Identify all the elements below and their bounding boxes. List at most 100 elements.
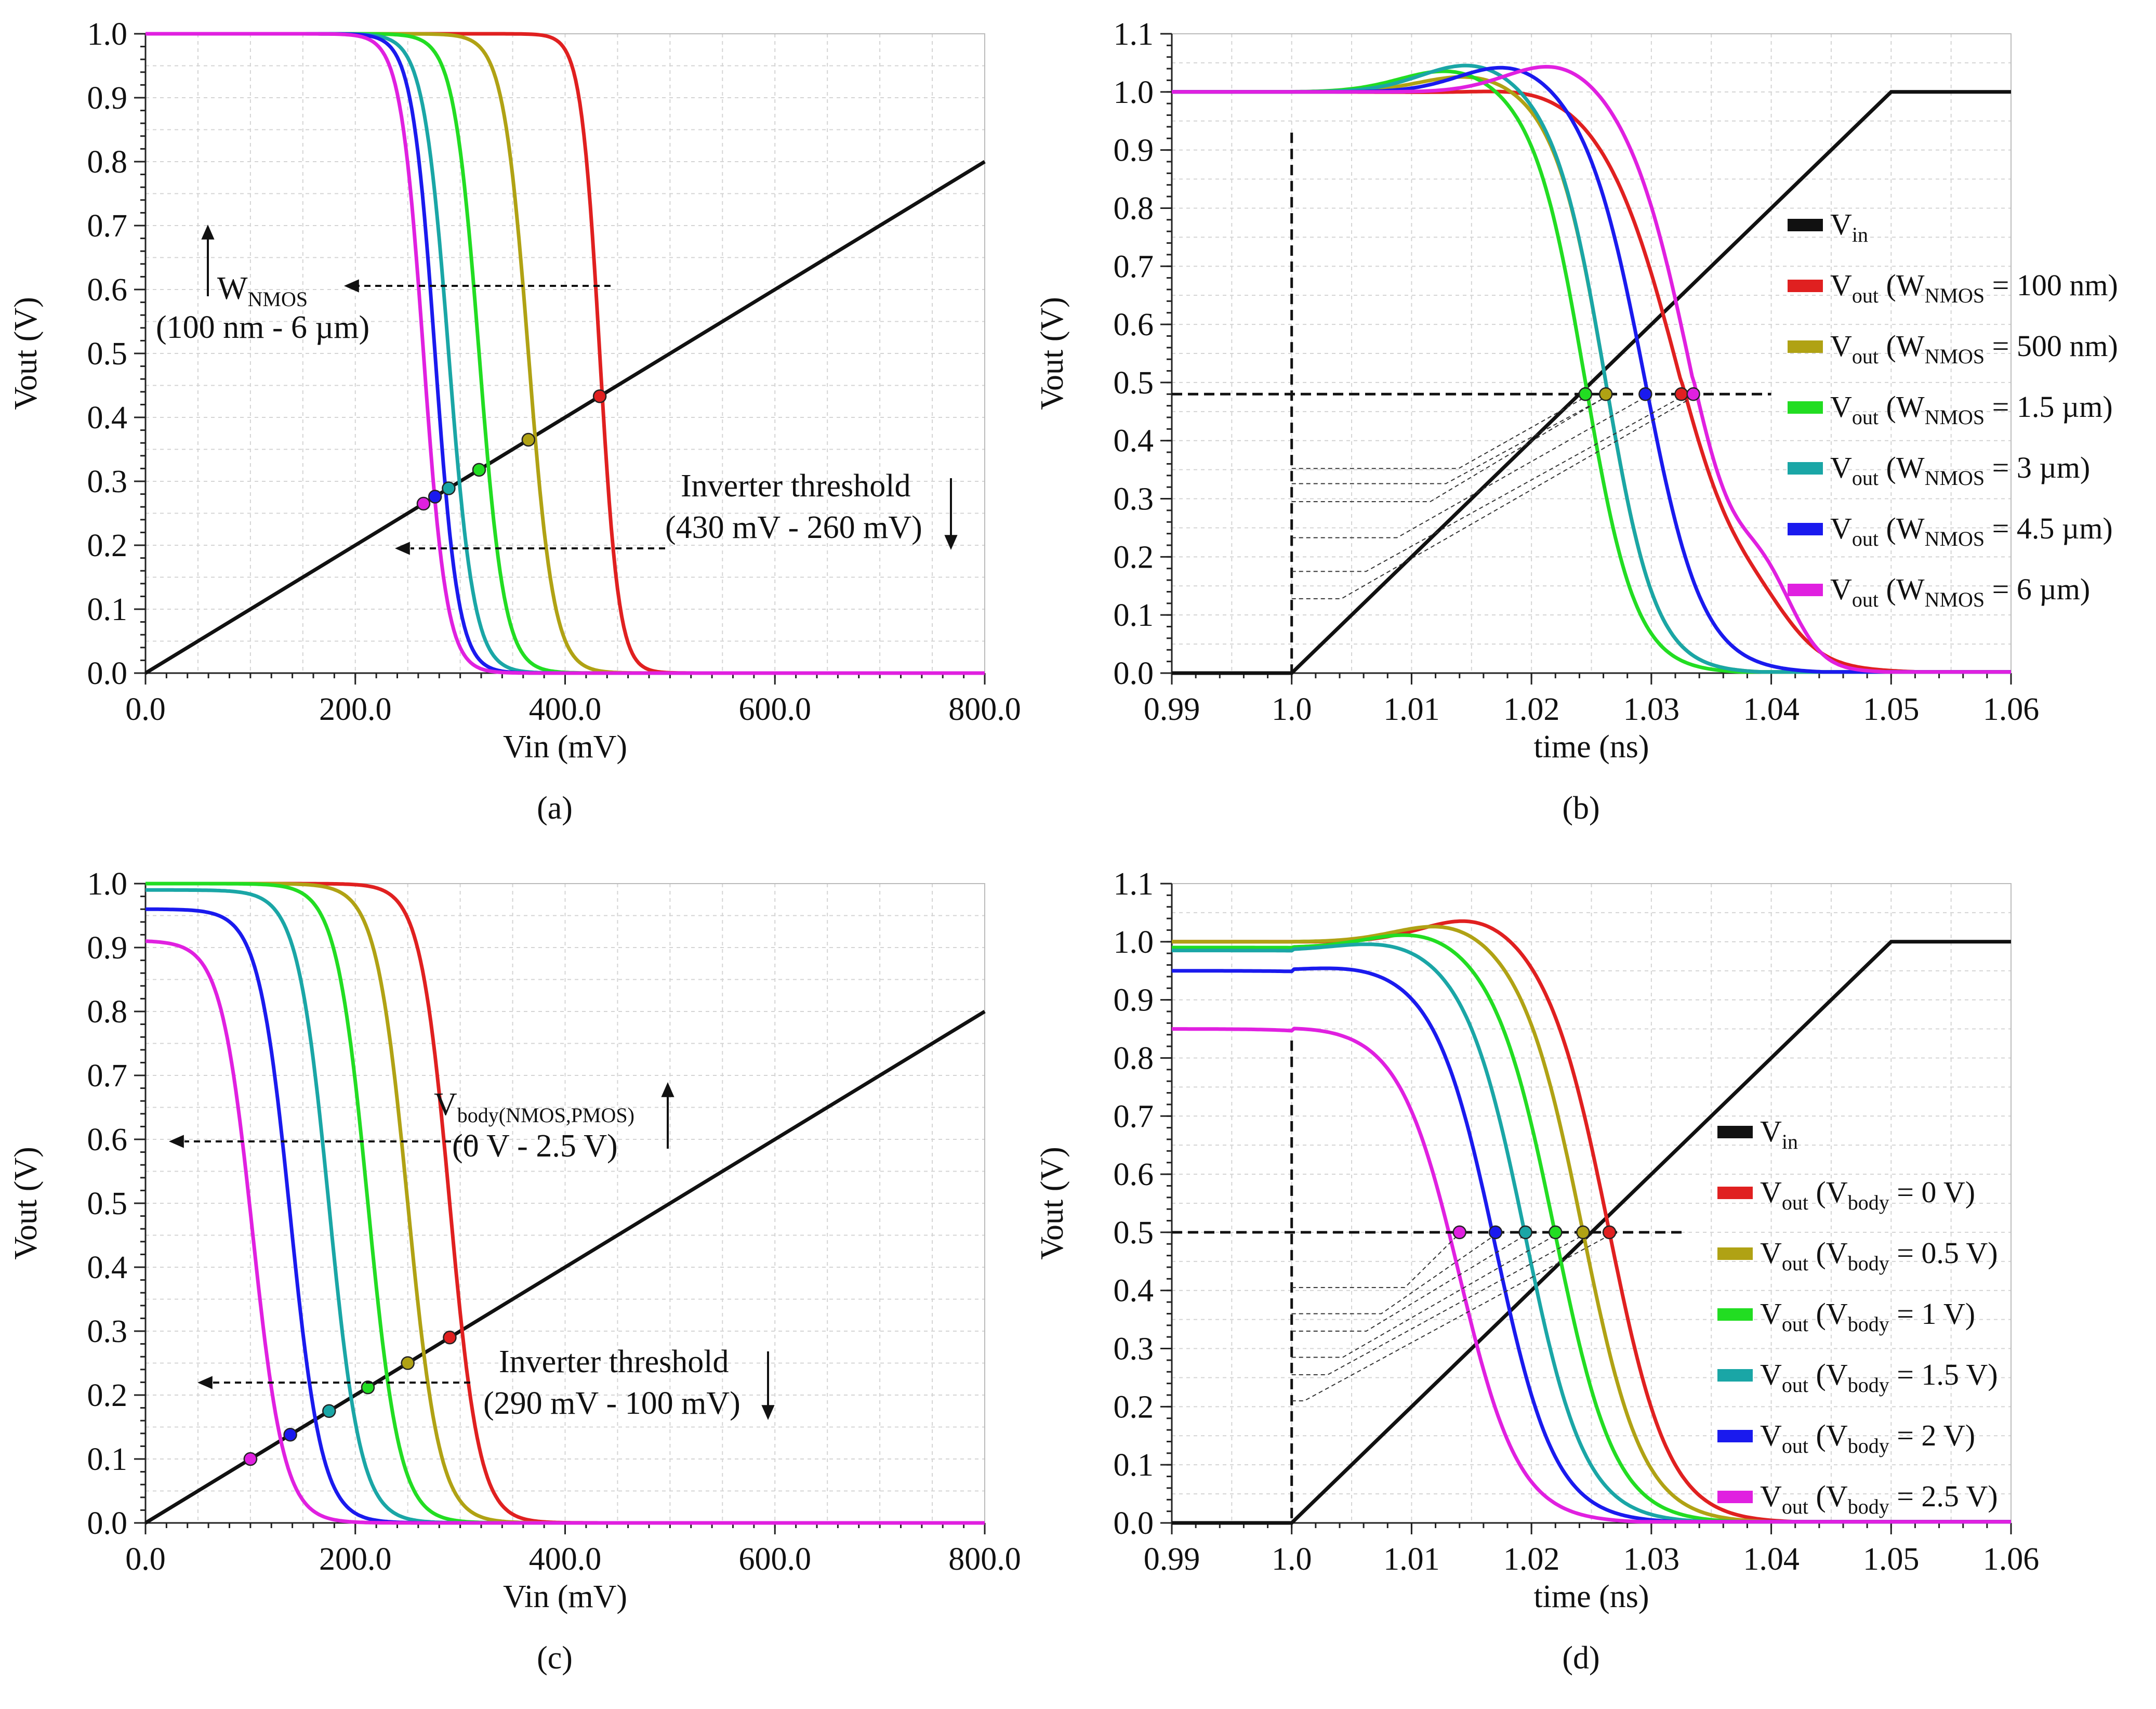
series-group <box>1172 63 2011 675</box>
y-tick-label: 0.1 <box>87 1442 128 1477</box>
threshold-title: Inverter threshold <box>499 1344 729 1379</box>
x-tick-label: 1.03 <box>1623 1542 1680 1577</box>
y-axis-title: Vout (V) <box>1035 1147 1070 1260</box>
series-line-6 <box>1172 64 2011 674</box>
y-tick-label: 0.2 <box>1114 540 1154 575</box>
y-tick-label: 0.7 <box>87 1058 128 1094</box>
y-tick-label: 0.4 <box>1114 1273 1154 1309</box>
crossing-marker <box>1576 1225 1590 1240</box>
y-tick-label: 0.7 <box>1114 249 1154 284</box>
crossing-marker <box>1638 387 1652 401</box>
crossing-marker <box>1674 387 1688 401</box>
y-tick-label: 1.0 <box>87 866 128 902</box>
crossing-marker <box>283 1428 297 1442</box>
y-tick-label: 0.2 <box>1114 1389 1154 1425</box>
legend-label: Vout (Vbody = 1 V) <box>1760 1297 1975 1336</box>
x-tick-label: 1.02 <box>1503 1542 1560 1577</box>
panel-c: 0.0 200.0 400.0 600.0 800.0 0.0 0.1 0.2 0.3 0.4 0.… <box>8 866 1021 1676</box>
threshold-down-arrowhead <box>761 1405 775 1420</box>
y-tick-label: 0.3 <box>1114 482 1154 517</box>
y-tick-label: 0.0 <box>87 656 128 691</box>
panel-b: 0.99 1.0 1.01 1.02 1.03 1.04 1.05 1.06 0.0 0.1 0.2… <box>1035 17 2118 826</box>
delay-guide-line <box>1291 1237 1606 1402</box>
y-tick-label: 0.3 <box>87 464 128 499</box>
y-tick-label: 0.6 <box>87 1122 128 1158</box>
param-shift-arrowhead <box>169 1135 184 1148</box>
delay-guide-line <box>1291 399 1690 599</box>
y-tick-label: 0.4 <box>87 1250 128 1285</box>
panel-d: 0.99 1.0 1.01 1.02 1.03 1.04 1.05 1.06 0.0 0.1 0.2… <box>1035 866 2039 1676</box>
legend-label: Vout (Vbody = 2.5 V) <box>1760 1479 1998 1518</box>
param-label: Vbody(NMOS,PMOS) <box>434 1087 634 1127</box>
y-tick-label: 1.1 <box>1114 17 1154 52</box>
series-line-6 <box>146 32 985 675</box>
crossing-marker <box>1598 387 1613 401</box>
delay-guide-line <box>1291 399 1602 503</box>
vin-reference-line <box>144 160 986 675</box>
y-axis-title: Vout (V) <box>8 1147 44 1260</box>
crossing-marker <box>243 1452 258 1466</box>
param-up-arrowhead <box>661 1082 674 1097</box>
y-tick-label: 0.9 <box>1114 983 1154 1018</box>
x-tick-label: 1.01 <box>1383 692 1440 727</box>
threshold-down-arrowhead <box>944 535 958 550</box>
delay-guide-line <box>1291 1237 1492 1314</box>
crossing-marker <box>472 463 486 477</box>
threshold-title: Inverter threshold <box>681 468 910 504</box>
legend-label: Vout (WNMOS = 100 nm) <box>1830 268 2118 307</box>
x-tick-label: 400.0 <box>529 1542 602 1577</box>
legend-swatch <box>1717 1369 1753 1382</box>
crossing-marker <box>1518 1225 1532 1240</box>
x-axis-title: time (ns) <box>1533 729 1649 765</box>
x-tick-label: 1.05 <box>1863 692 1920 727</box>
series-group <box>1171 919 2011 1525</box>
x-tick-label: 1.04 <box>1743 1542 1800 1577</box>
y-tick-label: 0.9 <box>87 81 128 116</box>
panel-label: (b) <box>1562 791 1599 826</box>
delay-guide-line <box>1291 399 1678 572</box>
param-up-arrowhead <box>201 225 215 240</box>
x-tick-label: 0.99 <box>1144 1542 1200 1577</box>
legend-swatch <box>1788 401 1823 414</box>
legend-swatch <box>1717 1247 1753 1260</box>
panel-label: (d) <box>1562 1640 1599 1676</box>
legend-swatch <box>1788 584 1823 596</box>
legend-swatch <box>1788 340 1823 353</box>
legend-label: Vout (WNMOS = 3 µm) <box>1830 451 2090 490</box>
y-tick-label: 0.8 <box>87 994 128 1030</box>
y-tick-label: 0.1 <box>87 592 128 627</box>
legend-label: Vout (WNMOS = 500 nm) <box>1830 329 2118 368</box>
crossing-marker <box>443 1331 457 1345</box>
y-tick-label: 0.6 <box>1114 307 1154 343</box>
crossing-marker <box>521 432 536 447</box>
y-tick-label: 0.7 <box>1114 1099 1154 1134</box>
x-tick-label: 200.0 <box>319 1542 392 1577</box>
threshold-range: (290 mV - 100 mV) <box>483 1386 740 1421</box>
crossing-marker <box>592 389 607 403</box>
delay-guide-line <box>1291 1237 1552 1358</box>
x-tick-label: 600.0 <box>739 692 812 727</box>
y-tick-label: 0.4 <box>1114 424 1154 459</box>
legend-swatch <box>1717 1430 1753 1442</box>
y-tick-label: 0.5 <box>87 336 128 372</box>
param-range: (0 V - 2.5 V) <box>452 1128 618 1164</box>
crossing-marker <box>1549 1225 1563 1240</box>
y-tick-label: 0.6 <box>87 272 128 308</box>
legend-swatch <box>1788 462 1823 475</box>
vin-ramp-line <box>1172 90 2011 675</box>
legend-label: Vout (Vbody = 0 V) <box>1760 1175 1975 1214</box>
crossing-marker <box>428 490 442 504</box>
crossing-marker <box>1686 387 1700 401</box>
y-tick-label: 0.0 <box>1114 656 1154 691</box>
y-tick-label: 0.5 <box>1114 1215 1154 1251</box>
legend-label: Vin <box>1830 207 1868 246</box>
legend-label: Vout (WNMOS = 4.5 µm) <box>1830 511 2113 550</box>
crossing-marker <box>416 496 431 511</box>
crossing-marker <box>1488 1225 1503 1240</box>
panel-a: 0.0 200.0 400.0 600.0 800.0 0.0 0.1 0.2 0.3 0.4 0.… <box>8 17 1021 826</box>
series-group <box>144 32 986 675</box>
y-tick-label: 1.0 <box>87 17 128 52</box>
y-tick-label: 0.5 <box>87 1186 128 1221</box>
crossing-marker <box>361 1380 375 1395</box>
